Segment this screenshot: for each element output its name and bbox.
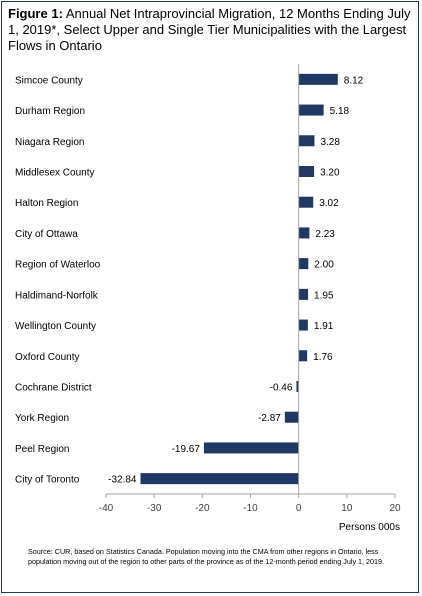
bar-6 [298,258,309,270]
x-tick-label-1: -30 [147,503,162,514]
value-label-10: -0.46 [270,383,293,394]
category-label-8: Wellington County [15,321,96,332]
figure-label: Figure 1: [8,6,63,21]
chart-title: Figure 1: Annual Net Intraprovincial Mig… [8,6,412,54]
source-note: Source: CUR, based on Statistics Canada.… [28,547,385,566]
bar-13 [140,473,299,485]
x-tick-label-0: -40 [99,503,114,514]
value-label-0: 8.12 [344,75,364,86]
bar-9 [298,350,308,362]
value-label-1: 5.18 [330,106,350,117]
category-label-12: Peel Region [15,444,69,455]
x-axis-label: Persons 000s [339,522,400,533]
bar-3 [298,166,315,177]
category-label-13: City of Toronto [15,475,80,486]
x-tick-label-4: 0 [296,503,302,514]
bar-2 [298,135,315,147]
bar-10 [296,381,299,392]
bar-11 [284,411,299,423]
x-tick-label-3: -10 [243,503,258,514]
value-label-11: -2.87 [258,413,281,424]
category-label-1: Durham Region [15,106,85,117]
bar-12 [203,442,299,454]
value-label-4: 3.02 [319,198,339,209]
x-tick-label-6: 20 [389,503,401,514]
category-label-5: City of Ottawa [15,229,78,240]
category-label-4: Halton Region [15,198,78,209]
category-label-11: York Region [15,413,69,424]
category-label-10: Cochrane District [15,383,92,394]
category-label-2: Niagara Region [15,137,85,148]
title-text: Annual Net Intraprovincial Migration, 12… [8,6,411,53]
value-label-9: 1.76 [313,352,333,363]
bar-0 [298,73,338,85]
value-label-7: 1.95 [314,290,334,301]
value-label-3: 3.20 [320,168,340,179]
category-label-6: Region of Waterloo [15,260,101,271]
bar-5 [298,227,310,239]
x-tick-label-2: -20 [195,503,210,514]
value-label-12: -19.67 [172,444,201,455]
category-label-3: Middlesex County [15,168,94,179]
category-label-7: Haldimand-Norfolk [15,290,99,301]
x-tick-label-5: 10 [341,503,353,514]
value-label-6: 2.00 [314,260,334,271]
bar-1 [298,104,324,116]
bar-7 [298,288,309,300]
value-label-13: -32.84 [108,475,137,486]
bar-4 [298,196,314,208]
bar-8 [298,319,308,331]
value-label-8: 1.91 [314,321,334,332]
category-label-9: Oxford County [15,352,79,363]
value-label-2: 3.28 [320,137,340,148]
category-label-0: Simcoe County [15,75,83,86]
value-label-5: 2.23 [315,229,335,240]
